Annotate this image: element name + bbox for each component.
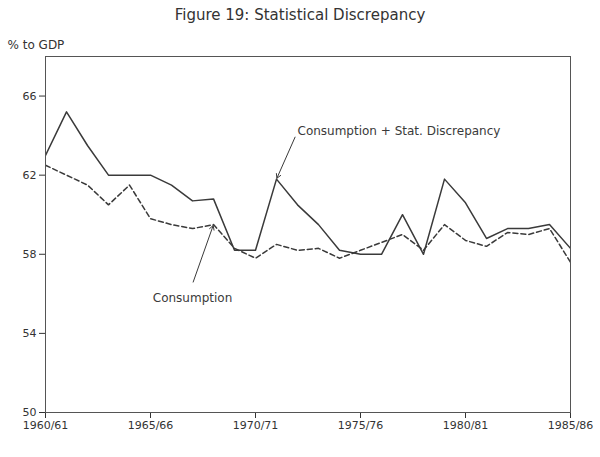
svg-text:1980/81: 1980/81: [443, 419, 489, 432]
svg-text:Consumption + Stat. Discrepanc: Consumption + Stat. Discrepancy: [298, 124, 501, 138]
html-text:Figure 19: Statistical Discrep: Figure 19: Statistical Discrepancy: [174, 6, 426, 24]
svg-text:% to GDP: % to GDP: [8, 38, 65, 52]
svg-text:1985/86: 1985/86: [548, 419, 594, 432]
svg-text:58: 58: [23, 248, 37, 261]
svg-text:1970/71: 1970/71: [233, 419, 279, 432]
svg-text:54: 54: [23, 327, 37, 340]
svg-text:66: 66: [23, 90, 37, 103]
svg-text:1965/66: 1965/66: [128, 419, 174, 432]
svg-text:1975/76: 1975/76: [338, 419, 384, 432]
svg-text:50: 50: [23, 406, 37, 419]
svg-text:62: 62: [23, 169, 37, 182]
svg-text:1960/61: 1960/61: [23, 419, 69, 432]
svg-text:Consumption: Consumption: [153, 291, 232, 305]
